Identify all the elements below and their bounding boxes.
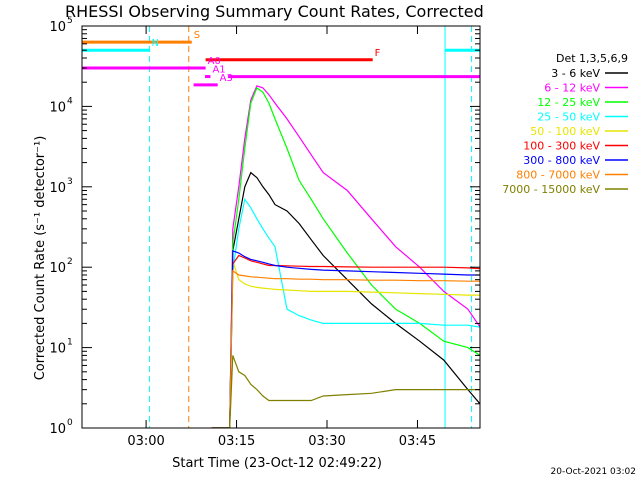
legend-label: 7000 - 15000 keV (502, 183, 600, 196)
flag-label: A0 (482, 65, 495, 76)
y-tick-label: 10 (49, 261, 66, 276)
y-tick-label: 10 (49, 342, 66, 357)
x-axis-ticks: 03:00 03:15 03:30 03:45 (127, 26, 436, 449)
legend-label: 3 - 6 keV (551, 67, 600, 80)
chart-title: RHESSI Observing Summary Count Rates, Co… (65, 2, 484, 21)
legend-label: 300 - 800 keV (523, 154, 600, 167)
y-tick-label: 10 (49, 100, 66, 115)
y-tick-label: 10 (49, 20, 66, 35)
series-line-7 (211, 269, 480, 428)
legend-label: 6 - 12 keV (544, 82, 600, 95)
flag-label: N (152, 38, 159, 49)
footer-date: 20-Oct-2021 03:02 (551, 467, 636, 477)
legend-label: 50 - 100 keV (530, 125, 600, 138)
y-tick-exponent: 5 (67, 16, 73, 26)
flag-label: F (375, 48, 381, 59)
legend-title: Det 1,3,5,6,9 (556, 52, 628, 65)
y-tick-label: 10 (49, 181, 66, 196)
y-tick-exponent: 4 (67, 96, 73, 106)
series-line-8 (211, 355, 480, 428)
series-line-4 (211, 260, 480, 428)
y-tick-exponent: 2 (67, 257, 73, 267)
y-tick-exponent: 1 (67, 338, 73, 348)
y-tick-exponent: 3 (67, 177, 73, 187)
flag-label: N (482, 38, 489, 49)
x-tick-label: 03:45 (399, 434, 436, 449)
flag-label: A3 (220, 73, 233, 84)
x-axis-label: Start Time (23-Oct-12 02:49:22) (172, 456, 382, 471)
plot-frame (81, 25, 481, 429)
y-axis-label: Corrected Count Rate (s⁻¹ detector⁻¹) (33, 136, 48, 381)
legend-label: 800 - 7000 keV (516, 169, 600, 182)
series-line-3 (211, 197, 480, 428)
flag-label: A0 (208, 56, 221, 67)
legend-label: 100 - 300 keV (523, 140, 600, 153)
series-line-1 (211, 85, 480, 428)
legend-label: 25 - 50 keV (537, 111, 600, 124)
legend-label: 12 - 25 keV (537, 96, 600, 109)
x-tick-label: 03:30 (308, 434, 345, 449)
flag-label: S (194, 30, 200, 41)
y-tick-label: 10 (49, 422, 66, 437)
x-tick-label: 03:00 (127, 434, 164, 449)
flag-label: A1 (212, 65, 225, 76)
x-tick-label: 03:15 (218, 434, 255, 449)
series-line-5 (211, 254, 480, 428)
series-line-2 (211, 86, 480, 428)
y-tick-exponent: 0 (67, 418, 73, 428)
